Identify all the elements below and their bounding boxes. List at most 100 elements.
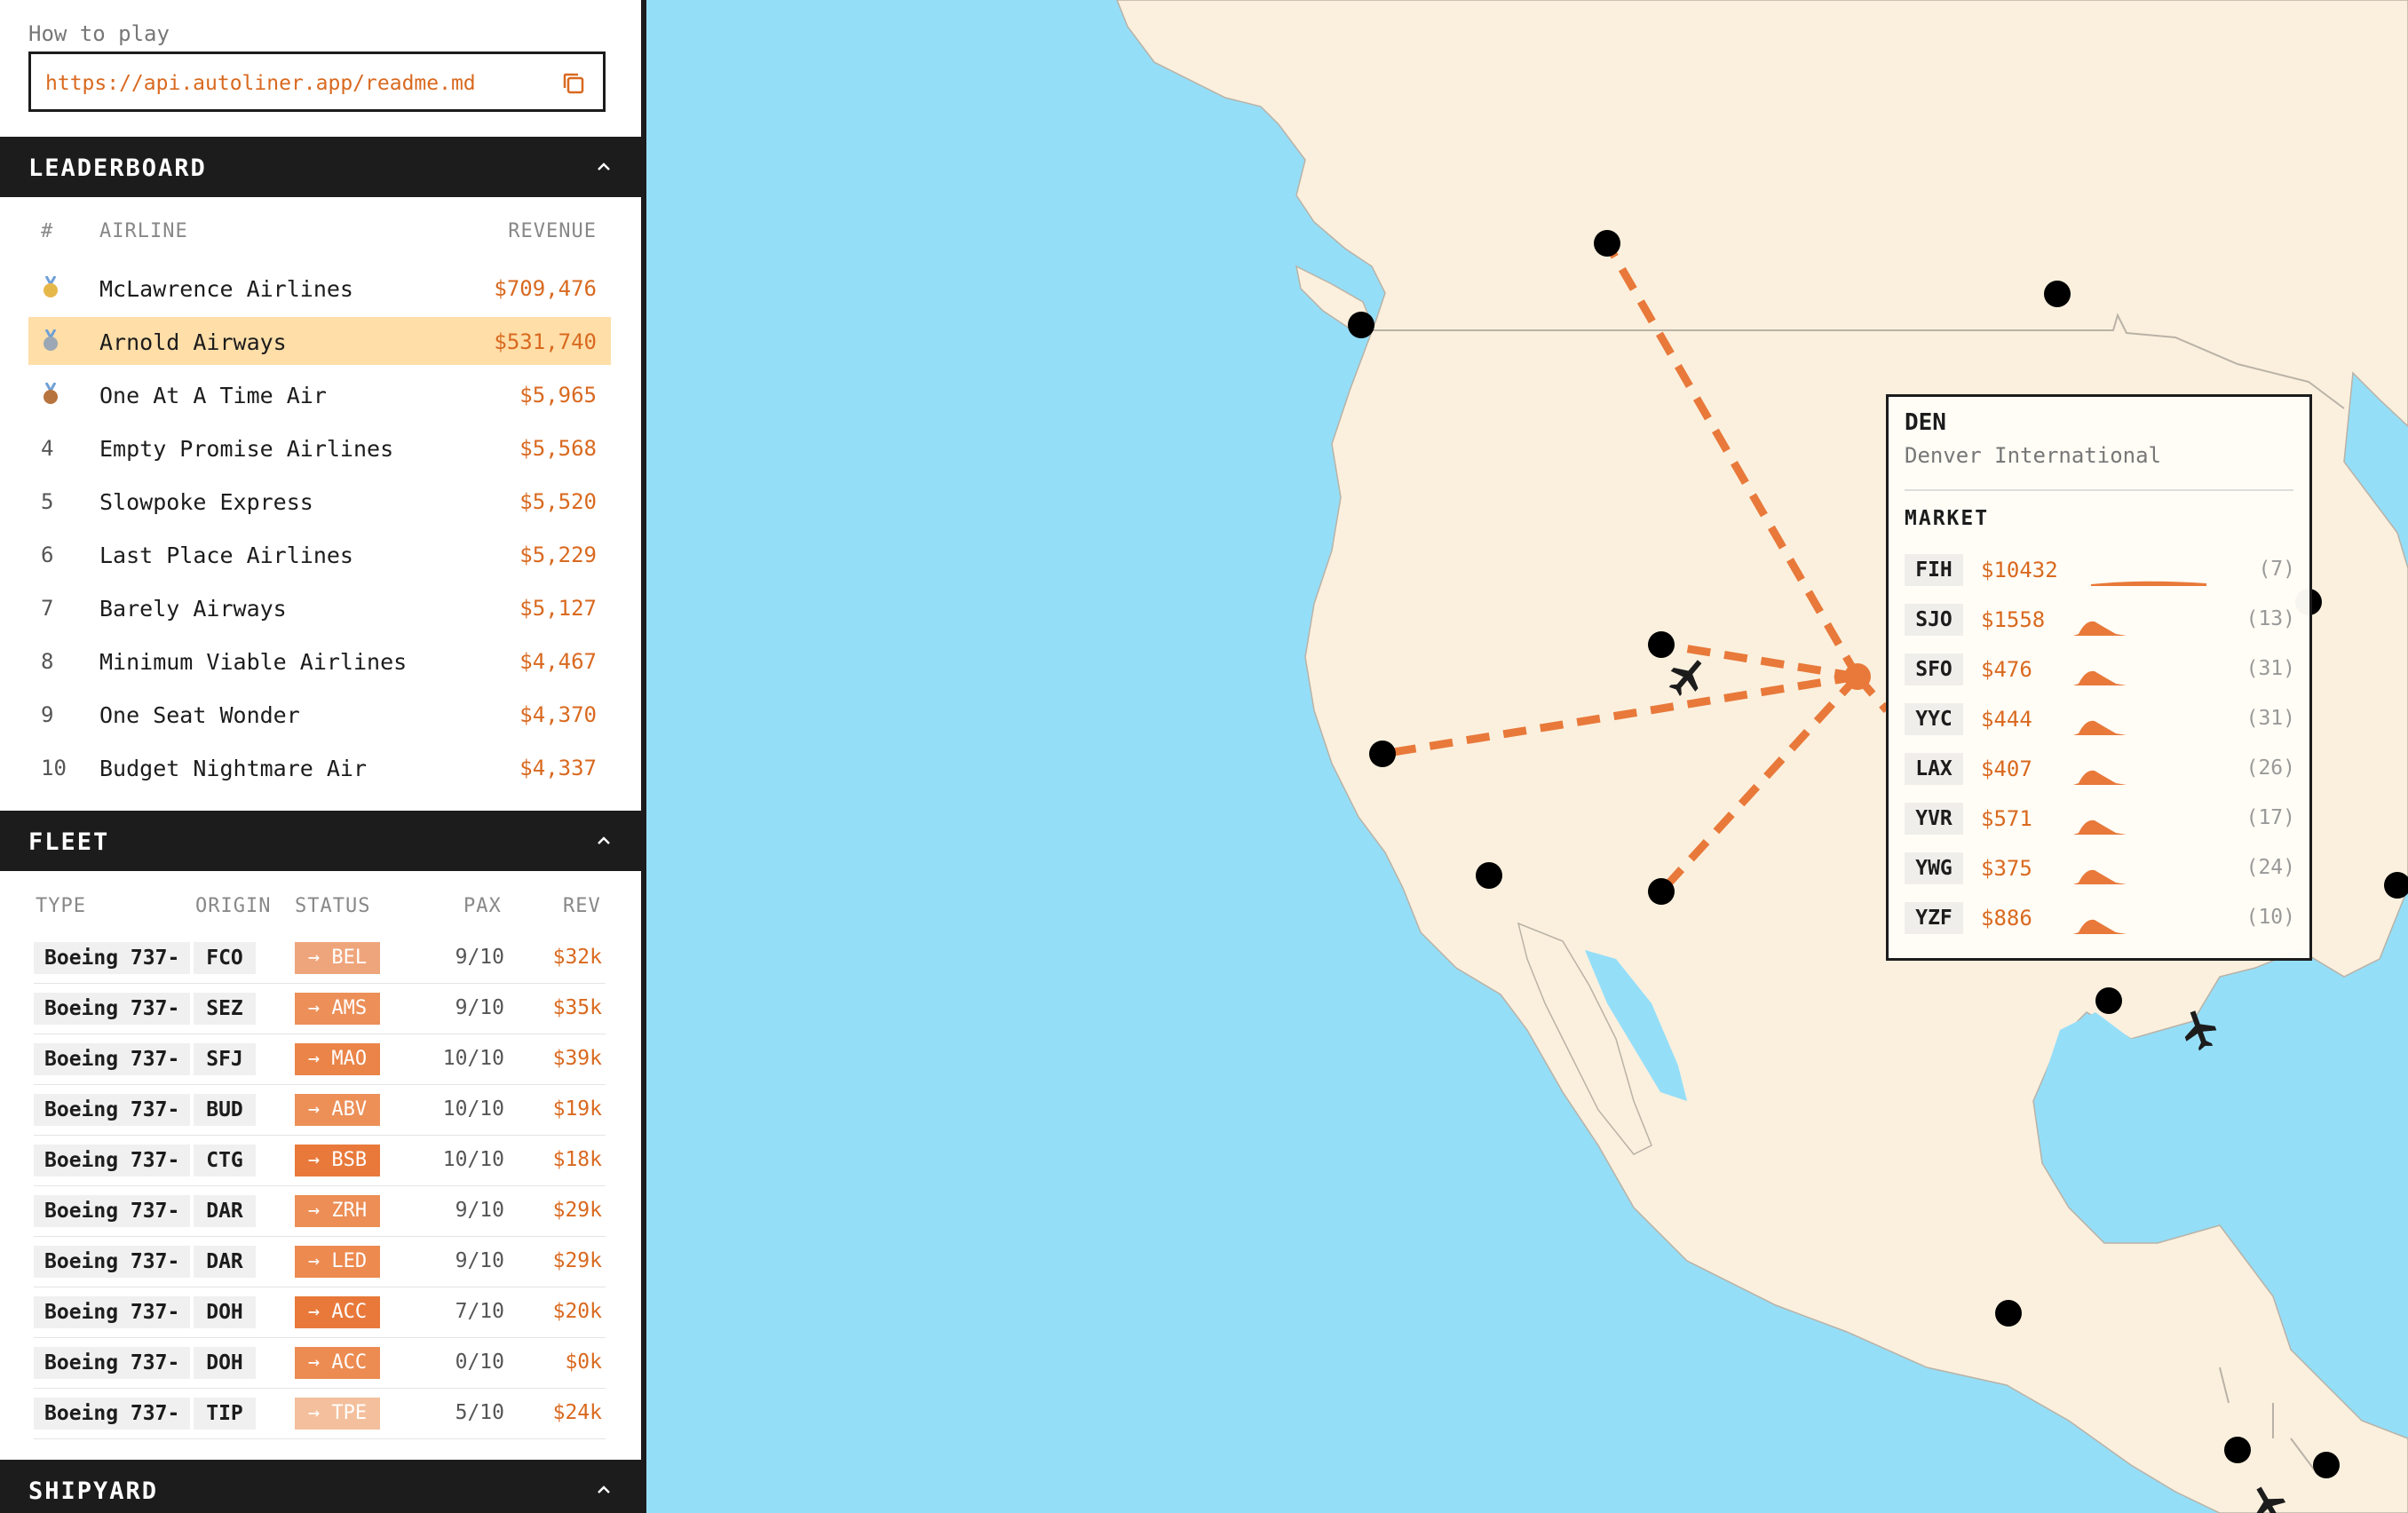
aircraft-type: Boeing 737- [34, 1094, 190, 1126]
market-row[interactable]: LAX $407 (26) [1905, 744, 2295, 794]
airport-dot[interactable] [1594, 230, 1620, 257]
selected-airport-den[interactable] [1844, 663, 1871, 690]
airport-dot[interactable] [1369, 741, 1396, 767]
airport-dot[interactable] [2313, 1452, 2340, 1478]
aircraft-origin: FCO [194, 942, 256, 974]
aircraft-revenue: $35k [552, 996, 602, 1019]
fleet-row[interactable]: Boeing 737- DOH → ACC 0/10 $0k [34, 1338, 606, 1389]
aircraft-pax: 9/10 [455, 1199, 504, 1222]
airport-dot[interactable] [1648, 631, 1675, 658]
market-airport-code: YYC [1905, 703, 1963, 735]
airport-dot[interactable] [2095, 987, 2122, 1014]
aircraft-status-badge: → MAO [295, 1043, 380, 1075]
shipyard-header[interactable]: SHIPYARD [0, 1460, 641, 1513]
market-row[interactable]: YZF $886 (10) [1905, 893, 2295, 943]
airport-dot[interactable] [1995, 1300, 2022, 1327]
gulf-of-mexico [2042, 994, 2408, 1243]
medal-icon [44, 329, 58, 351]
chevron-up-icon[interactable] [593, 1479, 614, 1501]
market-price: $407 [1981, 756, 2032, 781]
divider [1905, 489, 2293, 491]
airport-dot[interactable] [1648, 878, 1675, 905]
demand-sparkline [2073, 869, 2127, 884]
aircraft-status-badge: → LED [295, 1246, 380, 1278]
market-price: $571 [1981, 806, 2032, 831]
airport-dot[interactable] [1476, 862, 1502, 889]
market-price: $444 [1981, 707, 2032, 732]
leaderboard-row[interactable]: Arnold Airways $531,740 [28, 317, 611, 365]
aircraft-type: Boeing 737- [34, 1347, 190, 1379]
demand-sparkline [2073, 770, 2127, 785]
airplane-icon[interactable] [1662, 652, 1712, 702]
leaderboard-row[interactable]: 10 Budget Nightmare Air $4,337 [28, 743, 611, 791]
aircraft-revenue: $20k [552, 1300, 602, 1323]
fleet-row[interactable]: Boeing 737- DAR → LED 9/10 $29k [34, 1237, 606, 1287]
readme-url-field[interactable]: https://api.autoliner.app/readme.md [28, 51, 606, 112]
aircraft-pax: 10/10 [442, 1047, 504, 1070]
aircraft-origin: SFJ [194, 1043, 256, 1075]
airline-name: Empty Promise Airlines [99, 436, 394, 462]
fleet-row[interactable]: Boeing 737- DAR → ZRH 9/10 $29k [34, 1186, 606, 1237]
airplane-icon[interactable] [2245, 1480, 2292, 1513]
airline-name: Slowpoke Express [99, 489, 313, 515]
copy-icon[interactable] [560, 70, 587, 97]
leaderboard-row[interactable]: 7 Barely Airways $5,127 [28, 583, 611, 631]
rank-number: 9 [41, 702, 54, 727]
fleet-row[interactable]: Boeing 737- SEZ → AMS 9/10 $35k [34, 984, 606, 1034]
fleet-row[interactable]: Boeing 737- FCO → BEL 9/10 $32k [34, 933, 606, 984]
leaderboard-row[interactable]: 6 Last Place Airlines $5,229 [28, 530, 611, 578]
airports[interactable] [1348, 230, 2408, 1478]
airport-dot[interactable] [2224, 1437, 2251, 1463]
airline-revenue: $4,467 [519, 649, 597, 674]
route-line [1658, 673, 1861, 895]
aircraft-origin: DOH [194, 1347, 256, 1379]
airplane-icon[interactable] [2178, 1006, 2222, 1054]
market-row[interactable]: YWG $375 (24) [1905, 844, 2295, 893]
fleet-row[interactable]: Boeing 737- TIP → TPE 5/10 $24k [34, 1389, 606, 1439]
market-row[interactable]: SFO $476 (31) [1905, 645, 2295, 694]
aircraft-type: Boeing 737- [34, 1246, 190, 1278]
col-airline-header: AIRLINE [99, 220, 188, 242]
market-row[interactable]: SJO $1558 (13) [1905, 595, 2295, 645]
rank-number: 7 [41, 596, 54, 621]
aircraft-origin: DOH [194, 1296, 256, 1328]
leaderboard-row[interactable]: McLawrence Airlines $709,476 [28, 264, 611, 312]
airport-dot[interactable] [1348, 312, 1374, 338]
market-price: $10432 [1981, 558, 2058, 582]
market-row[interactable]: YVR $571 (17) [1905, 794, 2295, 844]
rank-number: 5 [41, 489, 54, 514]
sidebar-divider [641, 0, 646, 1513]
market-count: (7) [2258, 558, 2295, 581]
airport-dot[interactable] [2384, 872, 2408, 899]
leaderboard-row[interactable]: 4 Empty Promise Airlines $5,568 [28, 424, 611, 471]
leaderboard-row[interactable]: 8 Minimum Viable Airlines $4,467 [28, 637, 611, 685]
market-count: (26) [2246, 756, 2295, 780]
gulf-of-california [1585, 950, 1687, 1101]
central-america-borders [2219, 1366, 2318, 1475]
fleet-row[interactable]: Boeing 737- DOH → ACC 7/10 $20k [34, 1287, 606, 1338]
aircraft-type: Boeing 737- [34, 993, 190, 1025]
medal-icon [44, 383, 58, 404]
aircraft-type: Boeing 737- [34, 1145, 190, 1176]
market-row[interactable]: YYC $444 (31) [1905, 694, 2295, 744]
leaderboard-row[interactable]: 9 One Seat Wonder $4,370 [28, 690, 611, 738]
chevron-up-icon[interactable] [593, 830, 614, 852]
aircraft-revenue: $32k [552, 946, 602, 969]
chevron-up-icon[interactable] [593, 156, 614, 178]
rank-number: 10 [41, 756, 67, 780]
aircraft-type: Boeing 737- [34, 1296, 190, 1328]
fleet-row[interactable]: Boeing 737- CTG → BSB 10/10 $18k [34, 1136, 606, 1186]
fleet-header[interactable]: FLEET [0, 811, 641, 871]
how-to-play-label: How to play [28, 21, 170, 46]
col-revenue-header: REVENUE [508, 220, 597, 242]
col-status-header: STATUS [295, 895, 371, 917]
fleet-row[interactable]: Boeing 737- BUD → ABV 10/10 $19k [34, 1085, 606, 1136]
fleet-row[interactable]: Boeing 737- SFJ → MAO 10/10 $39k [34, 1034, 606, 1085]
airline-name: McLawrence Airlines [99, 276, 353, 302]
leaderboard-row[interactable]: One At A Time Air $5,965 [28, 370, 611, 418]
market-row[interactable]: FIH $10432 (7) [1905, 545, 2295, 595]
demand-sparkline [2073, 621, 2127, 636]
leaderboard-header[interactable]: LEADERBOARD [0, 137, 641, 197]
leaderboard-row[interactable]: 5 Slowpoke Express $5,520 [28, 477, 611, 525]
airport-dot[interactable] [2044, 281, 2071, 307]
